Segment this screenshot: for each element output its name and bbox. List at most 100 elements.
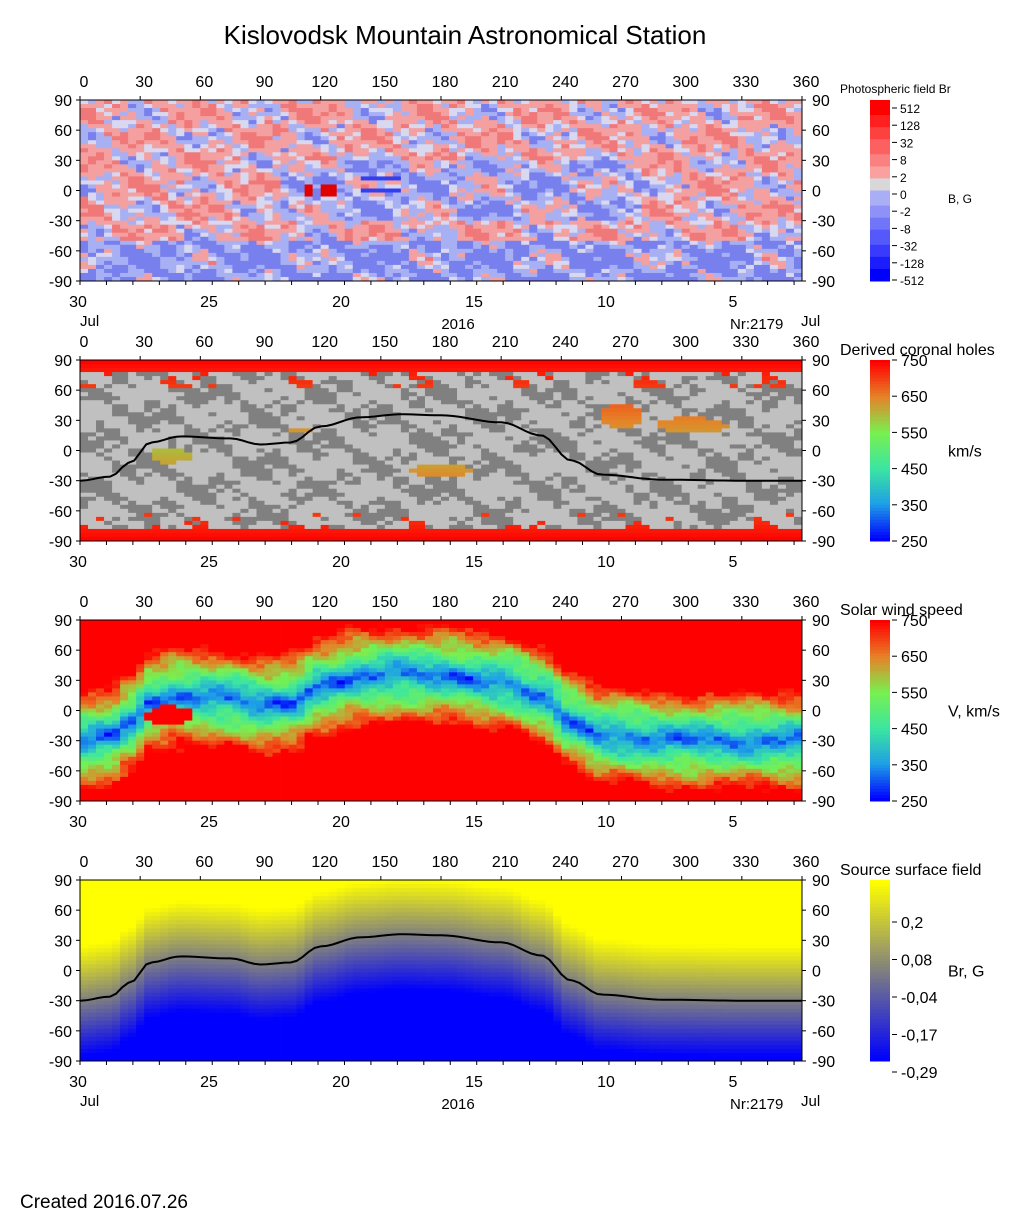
heatmap-cell xyxy=(184,172,193,177)
heatmap-cell xyxy=(200,116,209,121)
heatmap-cell xyxy=(128,504,137,510)
heatmap-cell xyxy=(761,236,771,242)
heatmap-cell xyxy=(737,244,747,250)
heatmap-cell xyxy=(689,220,699,226)
heatmap-cell xyxy=(529,100,538,105)
heatmap-cell xyxy=(657,112,667,117)
heatmap-cell xyxy=(376,228,386,234)
heatmap-cell xyxy=(473,180,482,185)
heatmap-cell xyxy=(769,276,779,282)
heatmap-cell xyxy=(793,264,803,270)
heatmap-cell xyxy=(537,164,546,169)
heatmap-cell xyxy=(368,240,378,246)
heatmap-cell xyxy=(633,260,642,266)
heatmap-cell xyxy=(513,104,522,109)
heatmap-cell xyxy=(352,108,362,113)
heatmap-cell xyxy=(465,204,474,209)
heatmap-cell xyxy=(513,256,522,262)
heatmap-cell xyxy=(272,268,281,274)
heatmap-cell xyxy=(136,120,145,125)
heatmap-cell xyxy=(344,184,354,189)
heatmap-cell xyxy=(368,224,378,230)
heatmap-cell xyxy=(272,124,281,129)
heatmap-cell xyxy=(176,496,185,502)
heatmap-cell xyxy=(513,240,522,246)
heatmap-cell xyxy=(681,276,691,282)
heatmap-cell xyxy=(449,160,458,165)
heatmap-cell xyxy=(665,180,675,185)
heatmap-cell xyxy=(432,200,442,205)
heatmap-cell xyxy=(537,120,546,125)
heatmap-cell xyxy=(144,224,153,230)
heatmap-cell xyxy=(112,460,121,465)
heatmap-cell xyxy=(232,104,241,109)
heatmap-cell xyxy=(505,160,514,165)
heatmap-cell xyxy=(192,452,201,457)
heatmap-cell xyxy=(104,440,113,445)
heatmap-cell xyxy=(465,244,474,250)
heatmap-cell xyxy=(144,428,153,433)
heatmap-cell xyxy=(104,120,113,125)
heatmap-cell xyxy=(569,168,578,173)
heatmap-cell xyxy=(176,272,185,278)
heatmap-cell xyxy=(216,180,225,185)
heatmap-cell xyxy=(304,124,314,129)
heatmap-cell xyxy=(785,220,795,226)
heatmap-cell xyxy=(513,212,522,218)
heatmap-cell xyxy=(248,256,257,262)
heatmap-cell xyxy=(529,128,538,133)
heatmap-cell xyxy=(112,496,121,502)
heatmap-cell xyxy=(344,220,354,226)
heatmap-cell xyxy=(408,172,418,177)
heatmap-cell xyxy=(729,172,739,177)
heatmap-cell xyxy=(777,208,787,214)
heatmap-cell xyxy=(376,156,386,161)
heatmap-cell xyxy=(88,180,97,185)
heatmap-cell xyxy=(465,260,474,266)
heatmap-cell xyxy=(128,136,137,141)
heatmap-cell xyxy=(441,240,450,246)
colorbar-segment xyxy=(870,208,890,213)
heatmap-cell xyxy=(408,228,418,234)
heatmap-cell xyxy=(432,232,442,238)
heatmap-cell xyxy=(96,264,105,270)
heatmap-cell xyxy=(665,160,675,165)
heatmap-cell xyxy=(256,216,265,222)
heatmap-cell xyxy=(192,360,201,365)
heatmap-cell xyxy=(473,256,482,262)
heatmap-cell xyxy=(721,184,731,189)
heatmap-cell xyxy=(192,492,201,498)
heatmap-cell xyxy=(128,184,137,189)
heatmap-cell xyxy=(545,248,554,254)
heatmap-cell xyxy=(264,224,273,230)
heatmap-cell xyxy=(609,216,618,222)
heatmap-cell xyxy=(721,148,731,153)
heatmap-cell xyxy=(745,240,755,246)
heatmap-cell xyxy=(216,192,225,197)
heatmap-cell xyxy=(633,240,642,246)
heatmap-cell xyxy=(192,376,201,381)
heatmap-cell xyxy=(80,164,89,169)
heatmap-cell xyxy=(665,168,675,173)
heatmap-cell xyxy=(240,272,249,278)
heatmap-cell xyxy=(192,172,201,177)
colorbar-segment xyxy=(870,151,890,155)
heatmap-cell xyxy=(144,500,153,506)
heatmap-cell xyxy=(513,248,522,254)
heatmap-cell xyxy=(320,256,330,262)
heatmap-cell xyxy=(376,256,386,262)
heatmap-cell xyxy=(545,224,554,230)
heatmap-cell xyxy=(280,148,289,153)
heatmap-cell xyxy=(665,208,675,214)
longitude-tick-label: 210 xyxy=(492,74,519,91)
heatmap-cell xyxy=(168,476,177,482)
heatmap-cell xyxy=(537,112,546,117)
heatmap-cell xyxy=(408,156,418,161)
heatmap-cell xyxy=(368,236,378,242)
heatmap-cell xyxy=(120,208,129,214)
heatmap-cell xyxy=(376,176,386,181)
heatmap-cell xyxy=(272,276,281,282)
heatmap-cell xyxy=(96,380,105,385)
heatmap-cell xyxy=(120,144,129,149)
heatmap-cell xyxy=(697,116,707,121)
